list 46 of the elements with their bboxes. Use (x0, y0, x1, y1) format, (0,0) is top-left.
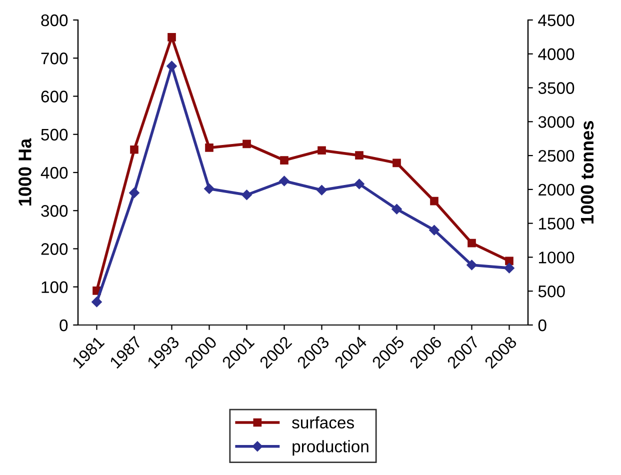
point (392, 158, 401, 168)
point (242, 140, 251, 148)
y-axis-title: 1000 Ha (18, 138, 32, 206)
y-tick-label: 800 (41, 14, 68, 26)
point (355, 151, 364, 160)
y2-tick-label: 4500 (538, 14, 574, 26)
y2-tick-label: 500 (538, 286, 565, 298)
point (429, 224, 440, 236)
y2-tick-label: 1500 (538, 218, 574, 230)
y-tick-label: 400 (40, 166, 68, 179)
point (316, 185, 327, 196)
point (468, 238, 476, 248)
point (392, 204, 402, 214)
point (354, 178, 364, 190)
y2-tick-label: 4000 (538, 48, 574, 60)
point (168, 32, 176, 42)
point (204, 184, 214, 194)
point (505, 256, 514, 266)
y-tick-label: 300 (41, 205, 68, 217)
y-tick-label: 0 (60, 319, 68, 332)
point (280, 156, 288, 164)
point (318, 146, 326, 155)
legend-label: production (292, 440, 368, 456)
y-tick-label: 200 (41, 243, 68, 255)
point (129, 188, 140, 198)
y2-tick-label: 0 (538, 319, 546, 332)
y-tick-label: 700 (41, 52, 68, 64)
point (92, 296, 102, 308)
point (504, 262, 514, 274)
legend-label: surfaces (292, 416, 354, 428)
y2-tick-label: 1000 (538, 252, 574, 264)
point (279, 176, 290, 186)
y-tick-label: 100 (42, 281, 68, 294)
point (430, 196, 438, 206)
y2-tick-label: 2500 (538, 150, 574, 162)
point (130, 145, 138, 154)
point (205, 144, 214, 152)
y2-tick-label: 2000 (538, 184, 574, 196)
y-tick-label: 500 (41, 128, 68, 141)
y2-tick-label: 3000 (538, 116, 574, 128)
y2-tick-label: 3500 (538, 82, 574, 94)
point (166, 60, 177, 72)
point (466, 260, 477, 270)
y-tick-label: 600 (41, 90, 68, 102)
point (242, 190, 252, 200)
y2-axis-title: 1000 tonnes (580, 121, 594, 224)
